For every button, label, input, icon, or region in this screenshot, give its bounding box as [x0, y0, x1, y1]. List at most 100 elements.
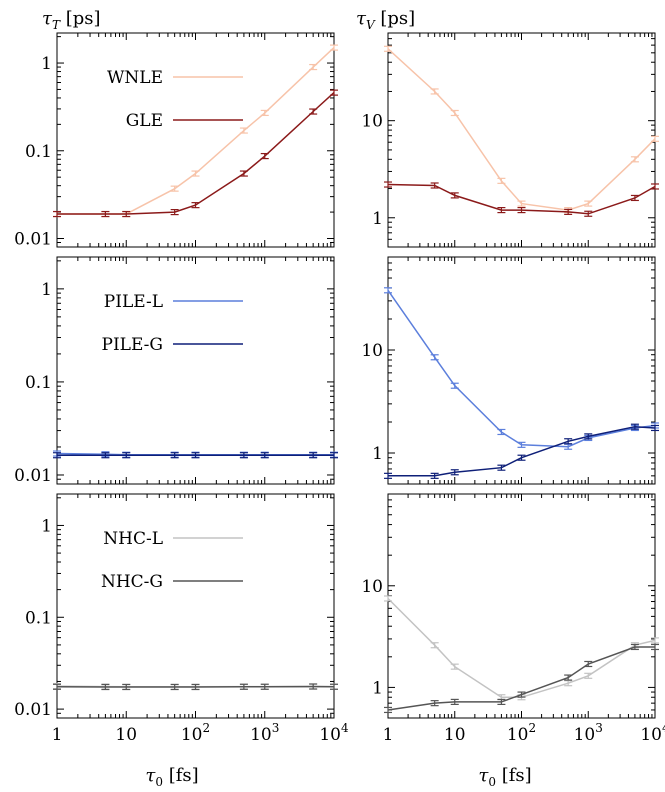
y-tick-label: 10 — [361, 341, 383, 361]
x-tick-label: 1 — [52, 725, 63, 745]
legend-entry-gle: GLE — [126, 111, 243, 131]
data-point — [101, 683, 110, 691]
data-point — [450, 663, 459, 670]
data-point — [584, 433, 593, 440]
data-point — [497, 177, 506, 184]
data-point — [191, 170, 200, 177]
data-point — [517, 206, 526, 214]
right-x-axis-title: τ0 [fs] — [478, 765, 531, 789]
y-tick-label: 10 — [361, 577, 383, 597]
series-nhc-l — [384, 595, 659, 701]
data-point — [450, 382, 459, 389]
legend-entry-pile-l: PILE-L — [104, 292, 243, 312]
data-point — [260, 452, 269, 459]
data-point — [309, 63, 318, 71]
data-point — [239, 127, 248, 134]
series-pile-l — [384, 287, 659, 450]
data-point — [260, 109, 269, 117]
plot-frame — [387, 256, 656, 485]
y-tick-label: 0.1 — [25, 373, 52, 393]
y-tick-label: 10 — [361, 112, 383, 132]
series-pile-g — [384, 423, 659, 479]
data-point — [101, 452, 110, 459]
y-tick-label: 0.01 — [14, 229, 52, 249]
data-point — [430, 182, 439, 189]
data-point — [497, 428, 506, 436]
panel-row2-right: 1 10 — [361, 256, 659, 485]
data-point — [584, 672, 593, 679]
data-point — [309, 108, 318, 115]
data-point — [239, 452, 248, 459]
series-line — [387, 646, 655, 711]
y-tick-label: 0.01 — [14, 700, 52, 720]
data-point — [330, 89, 338, 96]
series-wnle — [53, 44, 338, 218]
data-point — [330, 452, 338, 459]
panel-row3-left: 0.01 0.1 1 1 10 102 103 104 NHC-L NHC-G — [14, 493, 349, 745]
data-point — [497, 464, 506, 471]
series-nhc-g — [53, 683, 338, 691]
series-pile-g — [53, 452, 338, 459]
data-point — [450, 109, 459, 117]
plot-frame — [387, 493, 656, 719]
plot-frame — [56, 256, 335, 485]
data-point — [170, 208, 179, 216]
panel-row1-right: 1 10 — [361, 32, 659, 248]
data-point — [517, 200, 526, 207]
data-point — [651, 643, 659, 651]
series-nhc-g — [384, 643, 659, 714]
data-point — [101, 210, 110, 218]
data-point — [430, 700, 439, 707]
y-tick-label: 0.01 — [14, 466, 52, 486]
legend-label: PILE-L — [104, 292, 163, 312]
legend-entry-nhc-g: NHC-G — [101, 572, 243, 592]
data-point — [309, 683, 318, 690]
series-line — [388, 425, 656, 477]
data-point — [384, 287, 392, 294]
data-point — [450, 192, 459, 199]
series-line — [387, 597, 656, 699]
data-point — [239, 683, 248, 690]
left-y-axis-title: τT [ps] — [42, 8, 101, 32]
data-point — [191, 202, 200, 209]
x-tick-label: 104 — [319, 721, 349, 745]
data-point — [584, 660, 593, 668]
right-y-axis-title: τV [ps] — [356, 8, 415, 32]
panel-row3-right: 1 10 1 10 102 103 104 — [361, 493, 665, 745]
data-point — [53, 683, 61, 690]
x-tick-label: 10 — [115, 725, 137, 745]
data-point — [651, 135, 659, 142]
y-tick-label: 1 — [372, 209, 383, 229]
data-point — [584, 210, 593, 217]
data-point — [53, 210, 61, 218]
data-point — [239, 170, 248, 177]
data-point — [517, 691, 526, 698]
data-point — [497, 698, 506, 706]
plot-frame — [387, 32, 656, 248]
data-point — [384, 45, 392, 52]
data-point — [630, 643, 639, 651]
data-point — [122, 683, 131, 691]
data-point — [430, 642, 439, 649]
series-wnle — [384, 45, 659, 214]
panels: 0.010.11WNLEGLE1100.010.11PILE-LPILE-G11… — [14, 32, 665, 745]
left-x-axis-title: τ0 [fs] — [145, 765, 198, 789]
y-tick-label: 1 — [372, 678, 383, 698]
data-point — [450, 698, 459, 706]
data-point — [260, 152, 269, 160]
series-gle — [384, 181, 659, 217]
series-line — [387, 289, 656, 448]
x-tick-label: 103 — [250, 721, 279, 745]
data-point — [330, 683, 338, 690]
data-point — [430, 354, 439, 361]
y-tick-label: 1 — [41, 280, 52, 300]
legend-entry-nhc-l: NHC-L — [103, 529, 243, 549]
y-tick-label: 1 — [41, 54, 52, 74]
x-tick-label: 102 — [181, 721, 210, 745]
data-point — [122, 210, 131, 218]
data-point — [384, 595, 392, 602]
legend-label: GLE — [126, 111, 163, 131]
data-point — [651, 637, 659, 644]
legend-entry-wnle: WNLE — [107, 68, 243, 88]
x-tick-label: 1 — [383, 725, 394, 745]
